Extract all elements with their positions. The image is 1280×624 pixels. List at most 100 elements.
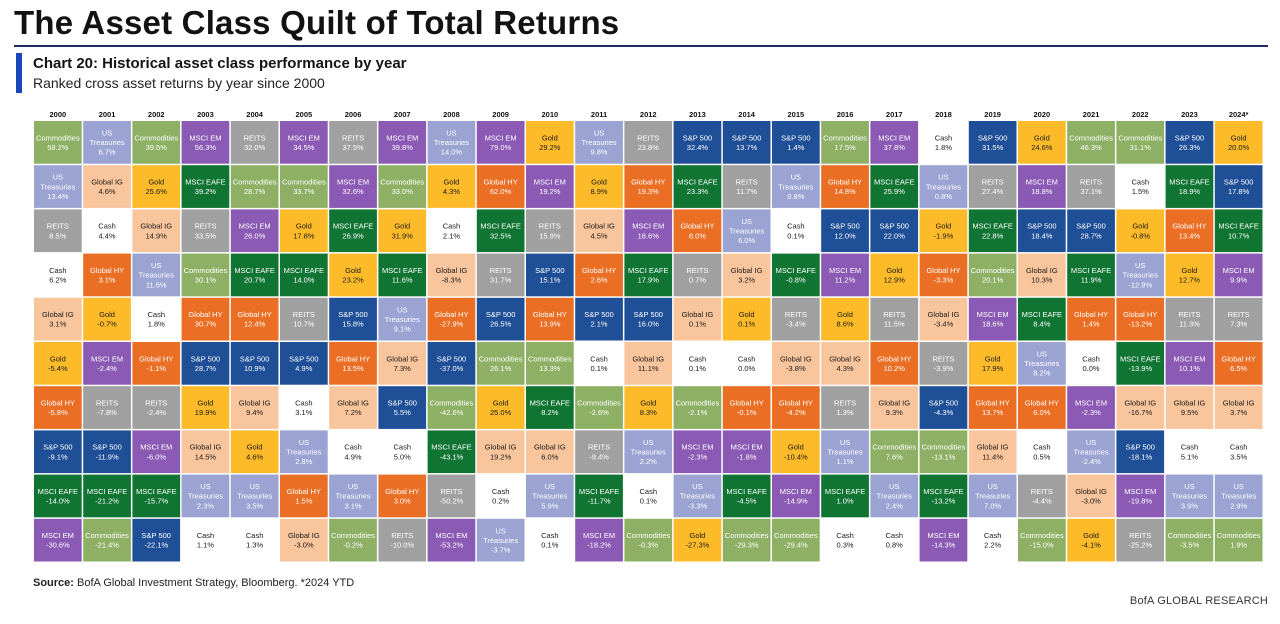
cell-2021-commodities-value: 46.3% [1080,143,1102,152]
cell-2017-msci-em-text: MSCI EM 37.8% [878,133,910,152]
cell-2017-cash-text: Cash 0.8% [885,531,903,550]
cell-2020-msci-em-text: MSCI EM 18.8% [1026,177,1058,196]
cell-2003-sandp-500: S&P 500 28.7% [181,342,230,385]
cell-2000-us-treasuries-name: US [53,173,63,182]
cell-2013-msci-eafe-value: 23.3% [687,187,709,196]
cell-2003-cash-value: 1.1% [197,541,214,550]
cell-2013-us-treasuries-name: Treasuries [680,492,715,501]
cell-2014-cash-value: 0.0% [738,364,755,373]
cell-2007-us-treasuries-name: Treasuries [385,315,420,324]
cell-2016-cash-value: 0.3% [836,541,853,550]
cell-2007-msci-eafe-value: 11.6% [392,275,413,284]
year-label-2021: 2021 [1083,110,1100,119]
cell-2015-msci-eafe: MSCI EAFE -0.8% [772,253,820,297]
cell-2020-global-ig-fill [1018,253,1066,297]
cell-2021-commodities-text: Commodities 46.3% [1069,133,1113,152]
cell-2023-msci-eafe-text: MSCI EAFE 18.9% [1169,177,1209,196]
cell-2015-us-treasuries-fill [772,165,820,208]
cell-2018-commodities-text: Commodities -13.1% [922,443,966,462]
cell-2015-commodities-fill [772,518,820,562]
cell-2005-gold-text: Gold 17.8% [293,222,315,241]
cell-2021-reits-text: REITS 37.1% [1080,177,1102,196]
cell-2003-commodities-text: Commodities 30.1% [184,266,228,285]
cell-2009-global-hy: Global HY 62.0% [476,165,525,208]
cell-2020-reits: REITS -4.4% [1018,474,1066,518]
cell-2003-global-hy-name: Global HY [188,310,222,319]
cell-2015-commodities-value: -29.4% [784,541,808,550]
cell-2004-reits: REITS 32.0% [230,121,279,164]
cell-2004-reits-fill [230,121,279,164]
cell-2001-msci-em-value: -2.4% [97,364,117,373]
cell-2006-global-hy-name: Global HY [336,354,370,363]
cell-2002-cash-fill [132,297,181,341]
cell-2016-commodities-text: Commodities 17.5% [823,133,867,152]
cell-2022-cash: Cash 1.5% [1116,165,1165,208]
cell-2020-msci-eafe-fill [1018,297,1066,341]
cell-2013-sandp-500-name: S&P 500 [683,133,712,142]
cell-2016-sandp-500-text: S&P 500 12.0% [830,222,859,241]
cell-2024-cash-name: Cash [1230,443,1248,452]
cell-2009-commodities-value: 26.1% [490,364,512,373]
cell-2000-msci-em-text: MSCI EM -30.6% [42,531,74,550]
cell-2012-reits-text: REITS 23.8% [637,133,659,152]
cell-2002-msci-eafe-value: -15.7% [144,496,168,505]
cell-2022-msci-eafe-value: -13.9% [1128,364,1152,373]
cell-2008-us-treasuries-value: 14.0% [441,148,463,157]
cell-2009-gold-text: Gold 25.0% [490,398,512,417]
cell-2009-sandp-500-value: 26.5% [490,320,512,329]
cell-2012-us-treasuries: US Treasuries 2.2% [624,430,673,474]
cell-2023-gold-name: Gold [1182,266,1198,275]
cell-2002-msci-eafe-fill [132,474,181,518]
cell-2019-commodities: Commodities 20.1% [968,253,1017,297]
cell-2003-gold-value: 19.9% [195,408,217,417]
cell-2006-us-treasuries-value: 3.1% [344,501,361,510]
cell-2001-sandp-500-fill [83,430,131,474]
cell-2006-commodities-fill [329,518,377,562]
cell-2019-us-treasuries-name: US [987,482,997,491]
cell-2018-msci-em-text: MSCI EM -14.3% [927,531,959,550]
cell-2024-commodities-text: Commodities 1.9% [1217,531,1261,550]
cell-2007-commodities: Commodities 33.0% [378,165,427,208]
cell-2024-msci-em-text: MSCI EM 9.9% [1223,266,1255,285]
cell-2012-us-treasuries-value: 2.2% [640,457,657,466]
cell-2001-sandp-500-name: S&P 500 [92,443,121,452]
cell-2017-global-hy-name: Global HY [877,354,911,363]
cell-2018-global-hy-text: Global HY -3.3% [926,266,960,285]
cell-2013-global-hy-name: Global HY [680,222,714,231]
cell-2011-us-treasuries-name: Treasuries [581,138,616,147]
cell-2012-global-ig-text: Global IG 11.1% [632,354,664,373]
cell-2001-commodities-value: -21.4% [95,541,119,550]
cell-2022-cash-fill [1116,165,1165,208]
cell-2011-us-treasuries-fill [575,121,623,164]
cell-2008-msci-eafe-name: MSCI EAFE [431,443,471,452]
cell-2023-commodities-name: Commodities [1168,531,1212,540]
cell-2021-msci-em-text: MSCI EM -2.3% [1075,398,1107,417]
cell-2001-us-treasuries-name: Treasuries [89,138,124,147]
cell-2005-cash-text: Cash 3.1% [295,398,313,417]
cell-2012-msci-eafe-value: 17.9% [638,275,660,284]
cell-2011-msci-eafe-name: MSCI EAFE [579,487,619,496]
cell-2009-msci-em-text: MSCI EM 79.0% [485,133,517,152]
cell-2015-msci-eafe-text: MSCI EAFE -0.8% [776,266,816,285]
cell-2002-global-hy-text: Global HY -1.1% [139,354,173,373]
cell-2015-msci-em-text: MSCI EM -14.9% [780,487,812,506]
cell-2014-global-hy: Global HY -0.1% [722,386,771,429]
cell-2018-msci-eafe-value: -13.2% [932,496,956,505]
cell-2011-global-ig-fill [575,209,623,253]
cell-2017-global-hy-value: 10.2% [884,364,906,373]
cell-2024-us-treasuries-value: 2.9% [1230,501,1247,510]
cell-2003-commodities-fill [181,253,230,297]
cell-2012-sandp-500-name: S&P 500 [634,310,663,319]
cell-2010-msci-em: MSCI EM 19.2% [526,165,574,208]
cell-2003-us-treasuries-text: US Treasuries 2.3% [188,482,223,510]
cell-2009-global-ig-name: Global IG [485,443,517,452]
cell-2010-commodities-fill [526,342,574,385]
cell-2006-us-treasuries-text: US Treasuries 3.1% [335,482,370,510]
cell-2004-sandp-500-fill [230,342,279,385]
cell-2021-global-hy-value: 1.4% [1082,320,1099,329]
cell-2004-commodities-value: 28.7% [244,187,266,196]
cell-2013-us-treasuries-value: -3.3% [688,501,708,510]
cell-2020-us-treasuries-text: US Treasuries 8.2% [1024,349,1059,377]
cell-2017-msci-em-fill [870,121,919,164]
cell-2023-global-ig-value: 9.5% [1181,408,1198,417]
